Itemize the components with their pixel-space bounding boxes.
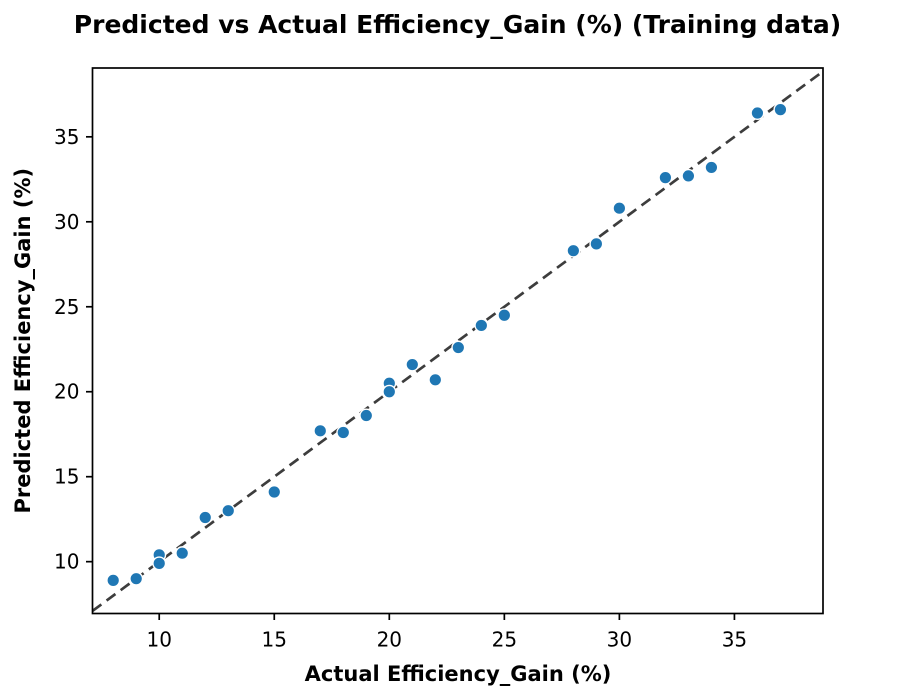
- y-tick-label: 25: [54, 295, 79, 319]
- y-tick-label: 10: [54, 550, 79, 574]
- data-point: [451, 340, 466, 355]
- y-tick-label: 15: [54, 465, 79, 489]
- data-point: [497, 308, 512, 323]
- x-tick-label: 25: [492, 628, 517, 652]
- plot-frame: [91, 67, 824, 615]
- data-point: [405, 357, 420, 372]
- x-tick-label: 15: [262, 628, 287, 652]
- data-point: [198, 510, 213, 525]
- data-point: [152, 556, 167, 571]
- data-point: [382, 384, 397, 399]
- data-point: [336, 425, 351, 440]
- data-point: [589, 236, 604, 251]
- data-point: [681, 168, 696, 183]
- identity-line: [91, 70, 824, 613]
- data-point: [428, 372, 443, 387]
- data-point: [267, 484, 282, 499]
- y-tick-label: 20: [54, 380, 79, 404]
- data-point: [175, 546, 190, 561]
- chart-title: Predicted vs Actual Efficiency_Gain (%) …: [73, 10, 842, 39]
- y-axis-label: Predicted Efficiency_Gain (%): [11, 168, 35, 514]
- x-tick-label: 35: [722, 628, 747, 652]
- data-point: [566, 243, 581, 258]
- data-point: [704, 160, 719, 175]
- data-point: [359, 408, 374, 423]
- data-point: [750, 106, 765, 121]
- x-tick-label: 20: [377, 628, 402, 652]
- data-point: [221, 503, 236, 518]
- y-tick-label: 35: [54, 125, 79, 149]
- data-point: [129, 571, 144, 586]
- data-point: [658, 170, 673, 185]
- data-point: [106, 573, 121, 588]
- x-tick-label: 30: [607, 628, 632, 652]
- y-tick-label: 30: [54, 210, 79, 234]
- x-tick-label: 10: [146, 628, 171, 652]
- data-point: [612, 201, 627, 216]
- data-point: [313, 423, 328, 438]
- data-point: [773, 102, 788, 117]
- x-axis-label: Actual Efficiency_Gain (%): [305, 662, 612, 686]
- plot-layers: 10 15 20 25 30 35 10 15 20 25 30 35: [54, 67, 824, 652]
- data-point: [474, 318, 489, 333]
